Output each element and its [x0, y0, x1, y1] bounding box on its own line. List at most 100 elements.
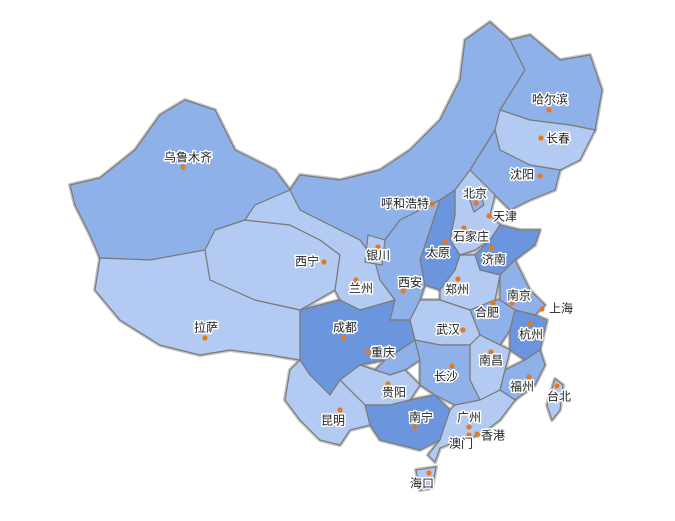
city-marker[interactable]: 福州 [508, 374, 536, 395]
city-marker[interactable]: 西安 [396, 273, 424, 294]
city-marker[interactable]: 郑州 [443, 276, 471, 298]
city-marker[interactable]: 重庆 [365, 344, 397, 361]
city-dot[interactable] [365, 349, 371, 355]
city-marker[interactable]: 长沙 [432, 363, 460, 385]
city-dot[interactable] [554, 383, 560, 389]
province-yunnan[interactable] [284, 359, 371, 446]
city-dot[interactable] [466, 424, 472, 430]
city-dot[interactable] [442, 239, 448, 245]
city-label: 澳门 [449, 436, 473, 451]
city-dot[interactable] [486, 213, 492, 219]
city-label: 太原 [426, 245, 450, 260]
city-marker[interactable]: 乌鲁木齐 [162, 148, 214, 170]
city-dot[interactable] [537, 173, 543, 179]
city-dot[interactable] [412, 424, 418, 430]
city-dot[interactable] [546, 107, 552, 113]
city-label: 南京 [507, 288, 531, 303]
city-dot[interactable] [337, 407, 343, 413]
city-dot[interactable] [526, 374, 532, 380]
city-marker[interactable]: 太原 [424, 239, 452, 261]
city-marker[interactable]: 昆明 [319, 407, 347, 429]
city-label: 拉萨 [194, 320, 218, 335]
city-marker[interactable]: 南昌 [477, 349, 505, 369]
city-marker[interactable]: 合肥 [473, 300, 501, 321]
city-marker[interactable]: 沈阳 [508, 165, 543, 183]
city-marker[interactable]: 杭州 [517, 321, 545, 343]
city-label: 西安 [398, 275, 422, 290]
city-dot[interactable] [474, 431, 480, 437]
city-label: 乌鲁木齐 [164, 150, 212, 165]
city-marker[interactable]: 武汉 [434, 321, 466, 338]
city-marker[interactable]: 南京 [505, 286, 533, 306]
city-marker[interactable]: 台北 [545, 383, 573, 405]
city-marker[interactable]: 呼和浩特 [379, 194, 435, 212]
city-dot[interactable] [353, 277, 359, 283]
city-label: 天津 [493, 210, 517, 224]
city-marker[interactable]: 哈尔滨 [530, 90, 570, 113]
city-dot[interactable] [180, 164, 186, 170]
province-ningxia[interactable] [364, 234, 386, 266]
city-label: 贵阳 [382, 386, 406, 400]
city-marker[interactable]: 天津 [486, 208, 519, 225]
city-dot[interactable] [400, 288, 406, 294]
city-dot[interactable] [429, 201, 435, 207]
city-marker[interactable]: 北京 [461, 185, 489, 206]
city-dot[interactable] [488, 349, 494, 355]
city-dot[interactable] [461, 225, 467, 231]
city-marker[interactable]: 济南 [480, 245, 508, 268]
city-marker[interactable]: 南宁 [407, 408, 435, 430]
province-taiwan[interactable] [546, 378, 564, 421]
city-marker[interactable]: 兰州 [347, 277, 375, 297]
city-label: 重庆 [371, 346, 395, 360]
city-dot[interactable] [509, 300, 515, 306]
city-dot[interactable] [460, 327, 466, 333]
city-label: 广州 [457, 411, 481, 425]
city-label: 合肥 [475, 305, 499, 320]
city-dot[interactable] [321, 259, 327, 265]
city-label: 沈阳 [510, 167, 534, 182]
city-label: 上海 [549, 301, 573, 316]
province-zhejiang[interactable] [509, 309, 548, 361]
province-guangdong[interactable] [427, 389, 516, 463]
city-dot[interactable] [466, 432, 472, 438]
city-marker[interactable]: 广州 [455, 409, 483, 430]
city-dot[interactable] [385, 381, 391, 387]
city-dot[interactable] [539, 306, 545, 312]
city-label: 长沙 [434, 370, 458, 384]
city-marker[interactable]: 上海 [539, 299, 575, 317]
city-dot[interactable] [473, 200, 479, 206]
city-label: 长春 [546, 132, 570, 146]
city-dot[interactable] [340, 335, 346, 341]
city-dot[interactable] [202, 335, 208, 341]
city-marker[interactable]: 西宁 [293, 252, 327, 270]
city-marker[interactable]: 拉萨 [192, 318, 220, 341]
city-marker[interactable]: 长春 [538, 130, 572, 147]
city-dot[interactable] [538, 135, 544, 141]
city-dot[interactable] [449, 363, 455, 369]
city-label: 济南 [482, 252, 506, 267]
province-henan[interactable] [439, 254, 501, 311]
city-label: 兰州 [349, 282, 373, 296]
city-marker[interactable]: 成都 [331, 319, 359, 341]
city-dot[interactable] [426, 470, 432, 476]
city-dot[interactable] [490, 300, 496, 306]
city-label: 海口 [410, 476, 434, 491]
city-dot[interactable] [527, 321, 533, 327]
city-marker[interactable]: 石家庄 [451, 225, 491, 245]
city-marker[interactable]: 贵阳 [380, 381, 408, 401]
city-label: 武汉 [436, 323, 460, 337]
province-fujian[interactable] [499, 349, 546, 401]
city-dot[interactable] [375, 244, 381, 250]
city-label: 成都 [333, 321, 357, 335]
city-marker[interactable]: 澳门 [447, 432, 475, 452]
city-dot[interactable] [489, 245, 495, 251]
city-label: 哈尔滨 [532, 92, 568, 107]
city-label: 台北 [547, 389, 571, 404]
city-marker[interactable]: 银川 [364, 244, 392, 264]
city-marker[interactable]: 海口 [408, 470, 436, 492]
city-dot[interactable] [455, 276, 461, 282]
city-label: 北京 [463, 187, 487, 201]
city-marker[interactable]: 香港 [474, 427, 507, 444]
city-label: 郑州 [445, 282, 469, 297]
